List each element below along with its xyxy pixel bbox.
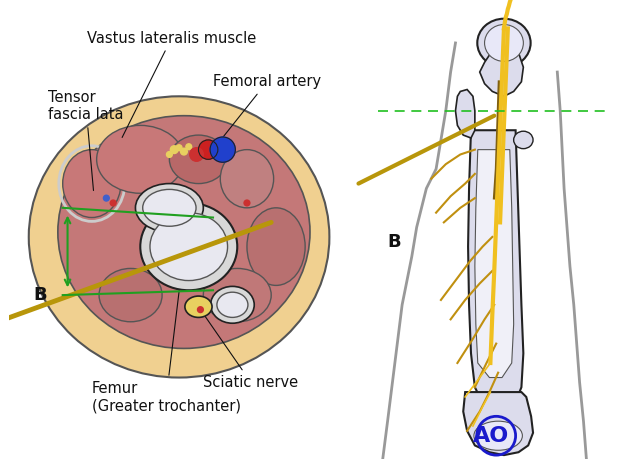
Text: Sciatic nerve: Sciatic nerve	[200, 309, 298, 390]
Ellipse shape	[474, 421, 523, 450]
Ellipse shape	[135, 184, 203, 232]
Text: Vastus lateralis muscle: Vastus lateralis muscle	[87, 31, 256, 137]
Circle shape	[180, 148, 187, 155]
Circle shape	[244, 200, 250, 206]
Circle shape	[176, 145, 182, 151]
Polygon shape	[456, 90, 475, 138]
Polygon shape	[463, 392, 533, 455]
Polygon shape	[468, 130, 523, 411]
Circle shape	[170, 146, 178, 153]
Ellipse shape	[140, 203, 237, 290]
Ellipse shape	[477, 19, 531, 67]
Ellipse shape	[97, 125, 184, 193]
Circle shape	[166, 151, 172, 157]
Text: B: B	[388, 233, 401, 251]
Ellipse shape	[513, 131, 533, 149]
Text: Tensor
fascia lata: Tensor fascia lata	[48, 90, 123, 190]
Ellipse shape	[63, 150, 121, 218]
Ellipse shape	[485, 24, 523, 62]
Text: AO: AO	[473, 426, 510, 446]
Ellipse shape	[150, 213, 228, 280]
Ellipse shape	[99, 269, 162, 322]
Ellipse shape	[29, 96, 329, 378]
Circle shape	[198, 307, 203, 313]
Ellipse shape	[220, 150, 273, 208]
Ellipse shape	[185, 296, 212, 318]
Text: Femoral artery: Femoral artery	[213, 74, 321, 147]
Ellipse shape	[203, 269, 271, 322]
Circle shape	[190, 148, 203, 161]
Ellipse shape	[217, 292, 248, 318]
Polygon shape	[480, 45, 523, 96]
Circle shape	[198, 140, 218, 159]
Ellipse shape	[247, 208, 305, 285]
Ellipse shape	[169, 135, 228, 184]
Circle shape	[210, 137, 236, 162]
Circle shape	[104, 195, 109, 201]
Ellipse shape	[211, 286, 254, 323]
Polygon shape	[475, 150, 513, 378]
Circle shape	[186, 144, 192, 150]
Ellipse shape	[58, 116, 310, 348]
Ellipse shape	[143, 190, 196, 226]
Text: Femur
(Greater trochanter): Femur (Greater trochanter)	[92, 254, 241, 413]
Circle shape	[110, 200, 116, 206]
Text: B: B	[33, 286, 47, 304]
